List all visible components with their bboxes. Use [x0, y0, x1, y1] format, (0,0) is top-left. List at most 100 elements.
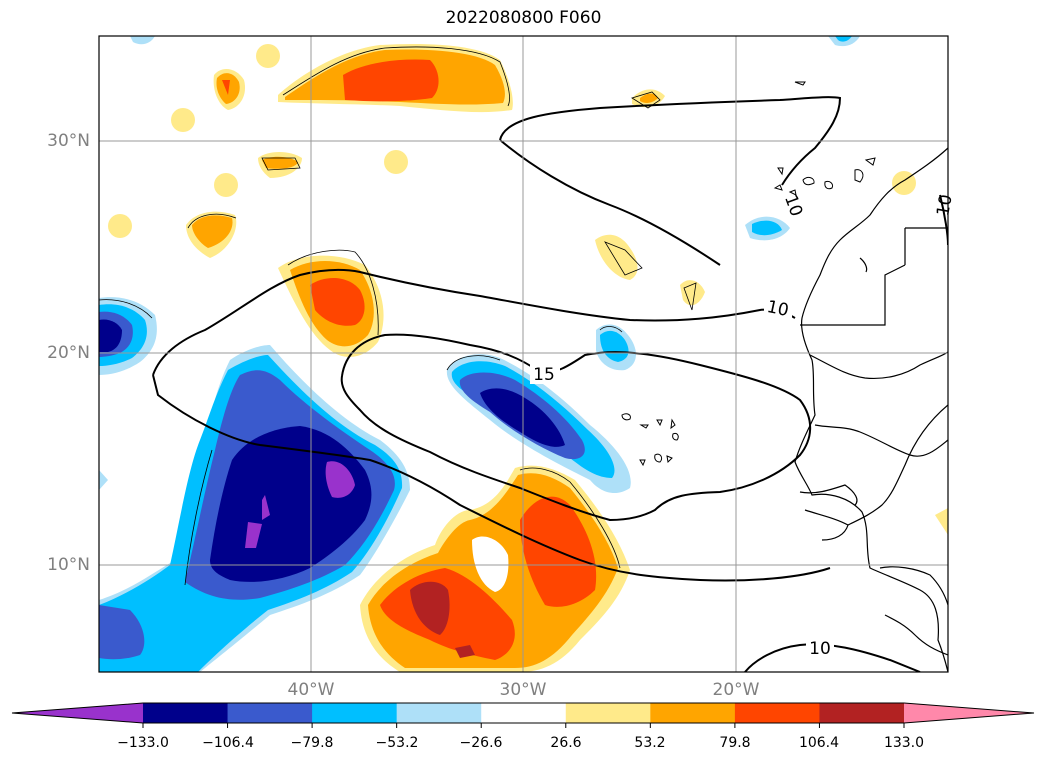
colorbar-tick-label: 106.4 [798, 735, 840, 751]
label-bg [806, 636, 834, 658]
contour-line-upper [499, 139, 721, 266]
negative-anomaly-central [446, 354, 631, 494]
colorbar-segment [819, 703, 905, 723]
colorbar-tick-label: 79.8 [719, 735, 751, 751]
guinea-bissau [804, 509, 849, 541]
cape-verde-island [654, 453, 663, 463]
border-mauritania-north [800, 227, 948, 326]
contour-fill-red-orange [343, 59, 439, 102]
lat-label-30n: 30°N [47, 131, 90, 151]
colorbar-tick-label: 53.2 [634, 735, 666, 751]
contour-fill-purple [325, 461, 355, 498]
contour-fill-light-blue [99, 470, 108, 490]
island [794, 81, 806, 86]
liberia [884, 614, 948, 656]
contour-label-10: 10 [933, 193, 956, 218]
island [788, 189, 797, 196]
colorbar-segment [565, 703, 651, 723]
contour-fill-yellow [214, 173, 238, 197]
colorbar-segment [227, 703, 313, 723]
colorbar-low-extend [12, 703, 143, 723]
contour-fill-dark-red [410, 581, 450, 635]
label-bg [764, 297, 792, 319]
border-mali [809, 351, 948, 380]
colorbar [11, 702, 1035, 728]
colorbar-tick-label: 133.0 [883, 735, 925, 751]
contour-fill-yellow [595, 234, 638, 280]
contour-line-10-south [152, 374, 831, 582]
colorbar-tick-label: −106.4 [202, 735, 254, 751]
page-title: 2022080800 F060 [445, 8, 602, 28]
thin-contour-lines [99, 46, 697, 586]
colorbar-segment [481, 703, 567, 723]
africa-coast [794, 147, 948, 672]
contour-fill-sky-blue [600, 330, 629, 362]
negative-anomaly-small [99, 36, 860, 490]
colorbar-segments [143, 703, 905, 723]
contour-line-10-north [499, 96, 842, 186]
island [854, 169, 864, 183]
colorbar-segment [143, 703, 229, 723]
island [773, 184, 783, 191]
island [864, 157, 876, 166]
colorbar-segment [650, 703, 736, 723]
lat-label-20n: 20°N [47, 343, 90, 363]
islands [621, 81, 876, 467]
thick-contour-lines [152, 96, 948, 672]
contour-fill-light-blue [130, 36, 155, 45]
sierra-leone [879, 566, 948, 606]
island [802, 176, 815, 186]
map-frame [98, 35, 949, 673]
contour-fill-red-orange [222, 80, 230, 95]
contour-fill-yellow [256, 44, 280, 68]
label-bg [530, 362, 560, 384]
contour-label-10: 10 [765, 297, 790, 321]
contour-fill-purple [262, 495, 270, 520]
contour-fill-yellow [680, 280, 705, 306]
contour-fill-yellow [384, 150, 408, 174]
colorbar-tick-label: −133.0 [117, 735, 169, 751]
cape-verde-island [672, 433, 679, 441]
border-guinea [814, 424, 948, 457]
island [777, 167, 784, 176]
border-east [847, 404, 948, 526]
gambia [799, 484, 858, 506]
contour-fill-orange [192, 215, 233, 248]
colorbar-tick-label: −79.8 [290, 735, 334, 751]
contour-line-10-middle [152, 268, 796, 376]
contour-fill-navy [99, 319, 122, 352]
cape-verde-island [670, 418, 676, 430]
coastline [794, 147, 948, 672]
colorbar-segment [734, 703, 820, 723]
colorbar-segment [396, 703, 482, 723]
colorbar-tick-label: −53.2 [375, 735, 419, 751]
lon-label-40w: 40°W [287, 680, 335, 700]
contour-fill-yellow [108, 214, 132, 238]
contour-fill-orange [640, 93, 658, 103]
contour-fill-sky-blue [835, 36, 852, 42]
contour-line-10-southeast [744, 643, 921, 672]
contour-label-15: 15 [533, 365, 555, 385]
cape-verde-island [621, 413, 631, 421]
lon-label-20w: 20°W [712, 680, 760, 700]
positive-anomaly-north [108, 43, 916, 258]
map-area [99, 36, 948, 672]
cape-verde-island [666, 455, 673, 464]
colorbar-segment [312, 703, 398, 723]
cape-verde-island [639, 459, 646, 467]
cape-verde-island [639, 424, 649, 429]
contour-fill-dark-red [455, 645, 475, 658]
lon-label-30w: 30°W [499, 680, 547, 700]
contour-fill-orange [262, 156, 298, 169]
lat-label-10n: 10°N [47, 555, 90, 575]
positive-anomaly-south [360, 465, 630, 672]
contour-line-15 [340, 333, 812, 522]
contour-fill-sky-blue [752, 220, 782, 236]
contour-fill-purple [245, 522, 262, 548]
contour-label-10: 10 [809, 639, 831, 659]
gridlines [99, 36, 948, 672]
negative-anomaly-west-edge [99, 297, 157, 375]
contour-fill-red-orange [310, 278, 365, 326]
colorbar-tick-label: 26.6 [550, 735, 582, 751]
